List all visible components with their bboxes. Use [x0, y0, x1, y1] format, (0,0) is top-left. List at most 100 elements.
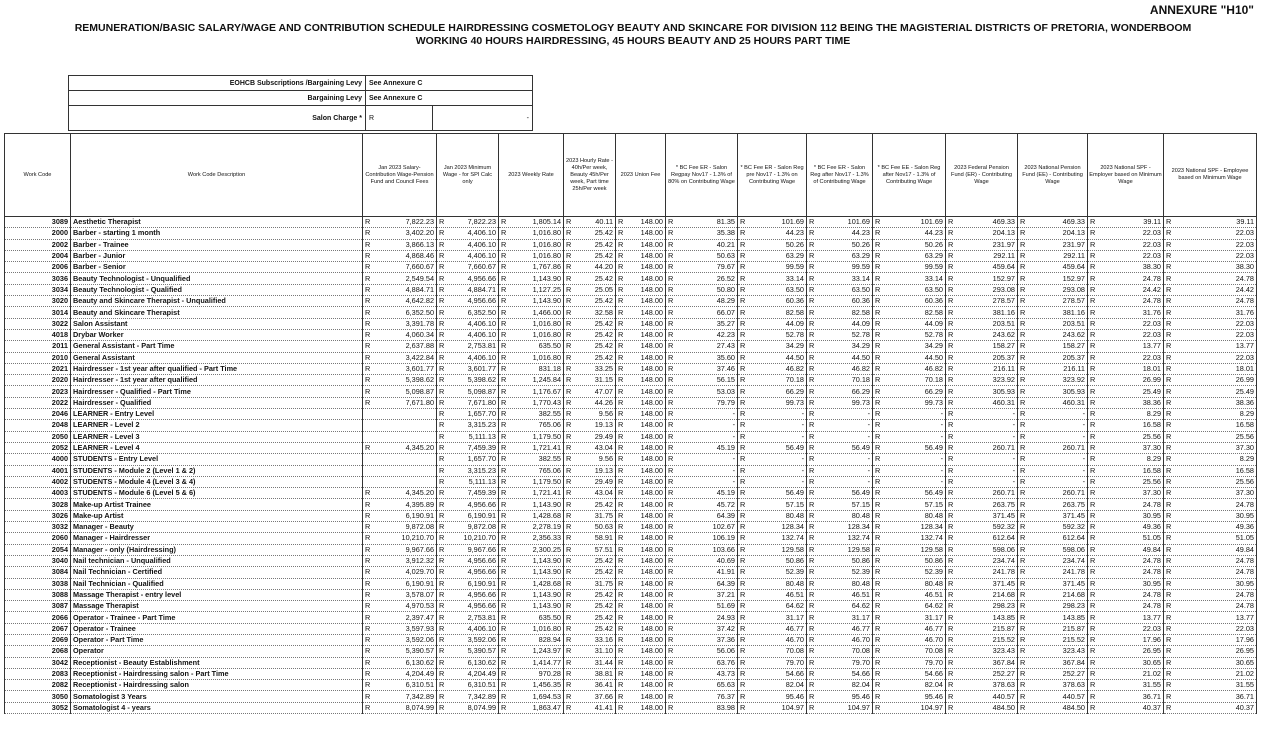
- amount-cell: R 1,414.77: [498, 657, 564, 669]
- amount-cell: R 66.07: [665, 306, 738, 319]
- column-header: 2023 Hourly Rate - 40h/Per week, Beauty …: [563, 133, 616, 217]
- amount: 148.00: [640, 284, 663, 294]
- amount-cell: R 204.13: [945, 227, 1018, 240]
- amount-cell: R 79.79: [665, 397, 738, 410]
- amount-cell: R 25.42: [563, 272, 616, 285]
- currency: R: [740, 296, 746, 306]
- amount: 1,428.68: [532, 510, 561, 520]
- amount: 80.48: [785, 510, 804, 520]
- currency: R: [740, 465, 746, 475]
- amount-cell: R 31.75: [563, 578, 616, 590]
- amount: 47.07: [594, 386, 613, 396]
- currency: R: [618, 702, 624, 712]
- work-code: 3036: [4, 272, 71, 285]
- amount-cell: R 129.58: [737, 544, 807, 556]
- currency: R: [740, 364, 746, 373]
- amount-cell: R 1,805.14: [498, 216, 564, 229]
- currency: R: [1166, 635, 1172, 645]
- amount-cell: R 29.49: [563, 431, 616, 443]
- amount-cell: R 56.49: [737, 487, 807, 500]
- currency: R: [1020, 533, 1026, 543]
- amount: 1,176.67: [532, 386, 561, 396]
- currency: R: [1090, 669, 1096, 679]
- amount-cell: R 4,956.66: [436, 272, 499, 285]
- table-row: 3088 Massage Therapist - entry level R 3,57…: [4, 589, 1257, 602]
- amount-cell: R 63.50: [737, 284, 807, 297]
- amount-cell: R 26.52: [665, 272, 738, 285]
- currency: R: [501, 465, 507, 475]
- amount-cell: R 1,245.84: [498, 374, 564, 387]
- amount: 234.74: [1062, 556, 1085, 566]
- currency: R: [809, 352, 815, 362]
- currency: R: [875, 409, 881, 419]
- amount: 22.03: [1142, 239, 1161, 249]
- amount: 58.91: [594, 533, 613, 543]
- amount: 31.17: [851, 612, 870, 622]
- amount: 3,592.06: [405, 635, 434, 645]
- amount-cell: R 26.95: [1163, 645, 1257, 658]
- currency: R: [1020, 623, 1026, 633]
- currency: R: [875, 273, 881, 283]
- amount-cell: R 22.03: [1163, 318, 1257, 330]
- amount: 143.85: [992, 612, 1015, 622]
- amount-cell: R 5,390.57: [436, 645, 499, 658]
- currency: R: [875, 567, 881, 577]
- currency: R: [1166, 307, 1172, 317]
- amount-cell: R 104.97: [737, 702, 807, 715]
- currency: R: [809, 623, 815, 633]
- amount: 31.76: [1142, 307, 1161, 317]
- amount: -: [1012, 465, 1015, 475]
- amount: 4,884.71: [467, 284, 496, 294]
- currency: R: [439, 251, 445, 261]
- amount: 26.52: [716, 273, 735, 283]
- currency: R: [740, 454, 746, 464]
- amount: 323.43: [1062, 646, 1085, 656]
- amount: 46.77: [785, 623, 804, 633]
- amount: 1,143.90: [532, 296, 561, 306]
- currency: R: [365, 488, 371, 498]
- amount: 54.66: [924, 669, 943, 679]
- amount: 57.15: [785, 499, 804, 509]
- currency: R: [618, 251, 624, 261]
- currency: R: [948, 273, 954, 283]
- amount-cell: R 263.75: [1017, 498, 1088, 511]
- amount-cell: R 40.69: [665, 555, 738, 568]
- amount: 260.71: [1062, 488, 1085, 498]
- currency: R: [439, 669, 445, 679]
- amount: 8.29: [1146, 409, 1161, 419]
- currency: R: [809, 341, 815, 351]
- amount-cell: R 4,406.10: [436, 239, 499, 251]
- amount-cell: R 30.95: [1087, 578, 1164, 590]
- amount: 22.03: [1235, 318, 1254, 328]
- currency: R: [740, 420, 746, 430]
- amount: 22.03: [1235, 239, 1254, 249]
- amount-cell: R 148.00: [615, 397, 666, 410]
- amount: 54.66: [851, 669, 870, 679]
- currency: R: [501, 657, 507, 667]
- amount: 44.09: [851, 318, 870, 328]
- amount-cell: R 1,863.47: [498, 702, 564, 715]
- currency: R: [1020, 635, 1026, 645]
- currency: R: [566, 375, 572, 385]
- amount-cell: R 4,406.10: [436, 318, 499, 330]
- amount-cell: R 50.86: [806, 555, 873, 568]
- currency: R: [365, 318, 371, 328]
- amount: 22.03: [1235, 623, 1254, 633]
- amount-cell: R 260.71: [945, 487, 1018, 500]
- amount: 25.56: [1142, 431, 1161, 441]
- amount-cell: R 5,098.87: [436, 385, 499, 398]
- amount-cell: R 54.66: [806, 668, 873, 681]
- currency: R: [740, 262, 746, 272]
- amount: 49.36: [1235, 522, 1254, 532]
- currency: R: [439, 476, 445, 486]
- amount: 38.81: [594, 669, 613, 679]
- amount: 243.62: [992, 330, 1015, 340]
- work-code: 2069: [4, 634, 71, 647]
- amount-cell: R 63.76: [665, 657, 738, 669]
- amount: 79.70: [785, 657, 804, 667]
- currency: R: [1166, 612, 1172, 622]
- currency: R: [740, 273, 746, 283]
- currency: R: [1166, 352, 1172, 362]
- work-code: 3020: [4, 295, 71, 308]
